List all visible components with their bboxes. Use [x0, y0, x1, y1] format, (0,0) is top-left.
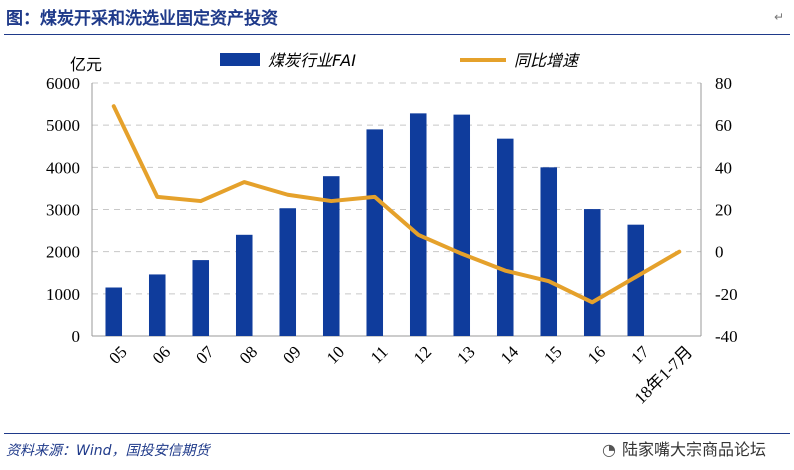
bar: [366, 129, 384, 336]
x-tick-label: 05: [105, 342, 130, 367]
bar: [453, 114, 471, 336]
x-tick-label: 15: [540, 342, 565, 367]
bar: [627, 224, 645, 336]
y-right-tick-label: -40: [715, 327, 738, 346]
y-left-tick-label: 5000: [46, 116, 80, 135]
x-tick-label: 09: [279, 342, 304, 367]
y-right-tick-label: 80: [715, 74, 732, 93]
y-left-tick-label: 4000: [46, 158, 80, 177]
x-tick-label: 10: [323, 342, 348, 367]
bar: [540, 167, 558, 336]
x-tick-label: 13: [453, 342, 478, 367]
x-tick-label: 12: [410, 342, 435, 367]
x-tick-label: 16: [584, 342, 609, 367]
chart-title: 图：煤炭开采和洗选业固定资产投资: [6, 9, 278, 29]
top-divider: [4, 34, 790, 35]
bar: [409, 113, 427, 336]
y-right-tick-label: -20: [715, 285, 738, 304]
x-tick-label: 07: [192, 342, 218, 368]
legend-swatch-bar: [220, 53, 260, 66]
source-note: 资料来源：Wind，国投安信期货: [6, 443, 210, 459]
legend-label-bar: 煤炭行业FAI: [268, 51, 356, 70]
bar: [279, 208, 297, 336]
watermark: ◔ 陆家嘴大宗商品论坛: [598, 434, 770, 462]
growth-line: [111, 104, 682, 305]
bar: [322, 176, 340, 336]
bar: [148, 274, 166, 336]
y-left-tick-label: 2000: [46, 243, 80, 262]
y-left-tick-label: 0: [72, 327, 81, 346]
edit-mark-icon: ↵: [773, 10, 784, 24]
y-right-tick-label: 20: [715, 201, 732, 220]
x-tick-label: 11: [367, 342, 392, 367]
y-left-tick-label: 6000: [46, 74, 80, 93]
watermark-text: 陆家嘴大宗商品论坛: [621, 440, 766, 459]
y-right-tick-label: 60: [715, 116, 732, 135]
x-tick-label: 06: [149, 342, 174, 367]
y-right-tick-label: 0: [715, 243, 724, 262]
bar: [105, 287, 123, 336]
y-left-unit-label: 亿元: [70, 55, 102, 74]
y-left-tick-label: 3000: [46, 201, 80, 220]
x-tick-label: 08: [236, 342, 261, 367]
x-tick-label: 14: [497, 342, 523, 368]
bottom-divider: [4, 433, 790, 434]
bar: [496, 138, 514, 336]
chat-bubble-icon: ◔: [602, 440, 616, 459]
bar: [192, 260, 210, 336]
bar: [235, 234, 253, 336]
bar: [583, 209, 601, 336]
y-left-tick-label: 1000: [46, 285, 80, 304]
legend-label-line: 同比增速: [514, 51, 581, 70]
y-right-tick-label: 40: [715, 158, 732, 177]
x-tick-label: 17: [627, 342, 653, 368]
